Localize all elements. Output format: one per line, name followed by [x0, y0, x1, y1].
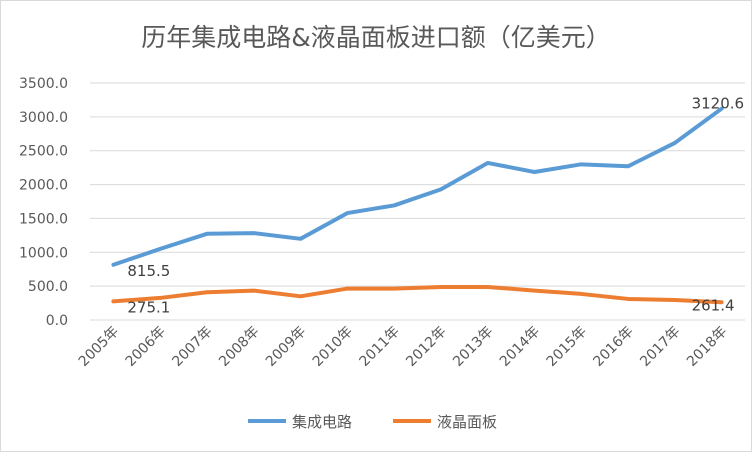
x-tick-label: 2005年 — [76, 324, 122, 370]
x-tick-label: 2010年 — [310, 324, 356, 370]
x-tick-label: 2007年 — [169, 324, 215, 370]
x-tick-label: 2016年 — [590, 324, 636, 370]
y-tick-label: 500.0 — [28, 279, 68, 295]
data-label: 275.1 — [127, 298, 170, 316]
y-tick-label: 3500.0 — [19, 76, 68, 92]
y-tick-label: 1000.0 — [19, 245, 68, 261]
y-tick-label: 2500.0 — [19, 144, 68, 160]
data-label: 815.5 — [127, 262, 170, 280]
x-tick-label: 2009年 — [263, 324, 309, 370]
x-tick-label: 2017年 — [637, 324, 683, 370]
data-label: 3120.6 — [692, 95, 745, 113]
x-tick-label: 2015年 — [544, 324, 590, 370]
x-tick-label: 2011年 — [357, 324, 403, 370]
x-tick-label: 2014年 — [497, 324, 543, 370]
y-tick-label: 2000.0 — [19, 178, 68, 194]
y-tick-label: 0.0 — [46, 313, 68, 329]
series-line-0 — [111, 106, 724, 267]
x-tick-label: 2008年 — [216, 324, 262, 370]
legend-label: 液晶面板 — [437, 413, 497, 431]
x-tick-label: 2006年 — [123, 324, 169, 370]
data-label: 261.4 — [692, 296, 735, 314]
legend-label: 集成电路 — [292, 413, 352, 431]
x-tick-label: 2012年 — [403, 324, 449, 370]
y-tick-label: 1500.0 — [19, 211, 68, 227]
x-tick-label: 2013年 — [450, 324, 496, 370]
chart-title: 历年集成电路&液晶面板进口额（亿美元） — [141, 23, 611, 52]
x-tick-label: 2018年 — [684, 324, 730, 370]
y-tick-label: 3000.0 — [19, 110, 68, 126]
series-line-1 — [111, 284, 724, 305]
